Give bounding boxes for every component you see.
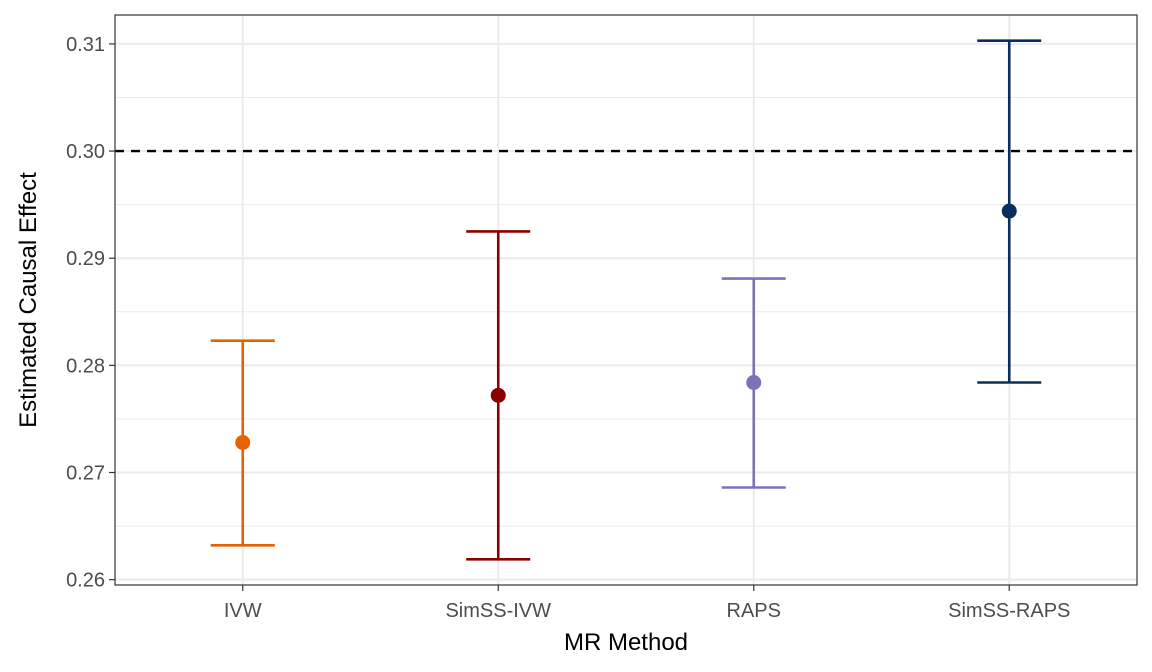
x-tick-label: RAPS: [727, 600, 781, 622]
y-axis-title: Estimated Causal Effect: [15, 172, 42, 428]
estimate-point: [235, 435, 251, 450]
estimate-point: [1001, 203, 1017, 219]
y-tick-label: 0.29: [66, 248, 105, 270]
y-tick-labels: 0.26 0.27 0.28 0.29 0.30 0.31: [66, 34, 105, 592]
y-tick-label: 0.28: [66, 355, 105, 377]
estimate-point: [490, 387, 506, 403]
y-tick-label: 0.26: [66, 570, 105, 592]
x-tick-labels: IVW SimSS-IVW RAPS SimSS-RAPS: [224, 600, 1071, 622]
x-tick-label: SimSS-RAPS: [948, 600, 1070, 622]
y-tick-label: 0.31: [66, 34, 105, 56]
minor-gridlines: [115, 97, 1137, 527]
x-tick-label: IVW: [224, 600, 262, 622]
data-marks: [210, 39, 1042, 561]
estimate-point: [746, 375, 762, 390]
x-axis-title: MR Method: [564, 629, 688, 656]
panel-border: [114, 14, 1138, 586]
x-tick-label: SimSS-IVW: [445, 600, 551, 622]
y-tick-label: 0.30: [66, 141, 105, 163]
axis-ticks: [109, 43, 1010, 591]
y-tick-label: 0.27: [66, 463, 105, 485]
